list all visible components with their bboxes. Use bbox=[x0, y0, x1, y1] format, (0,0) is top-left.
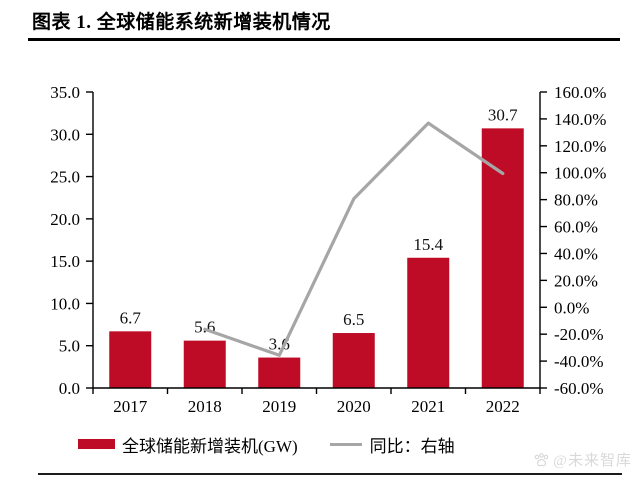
chart-legend: 全球储能新增装机(GW) 同比：右轴 bbox=[78, 432, 455, 457]
x-axis-category-label: 2021 bbox=[411, 397, 445, 416]
bar-2019 bbox=[258, 357, 301, 388]
yoy-line bbox=[203, 121, 505, 357]
bar-2018 bbox=[183, 340, 226, 388]
bar-series-label: 全球储能新增装机(GW) bbox=[122, 436, 298, 456]
right-axis-tick-label: 60.0% bbox=[554, 218, 598, 237]
bar-value-label: 3.6 bbox=[269, 335, 290, 354]
left-axis-tick-label: 25.0 bbox=[50, 168, 80, 187]
bar-2017 bbox=[109, 331, 152, 388]
paw-logo-icon bbox=[533, 452, 550, 468]
right-axis-tick-label: 140.0% bbox=[554, 110, 606, 129]
left-axis-tick-label: 0.0 bbox=[59, 379, 80, 398]
bar-2021 bbox=[407, 257, 450, 388]
right-axis-tick-label: 80.0% bbox=[554, 191, 598, 210]
bar-value-label: 6.7 bbox=[120, 308, 142, 327]
right-axis-tick-label: 40.0% bbox=[554, 244, 598, 263]
right-axis-tick-label: -20.0% bbox=[554, 325, 604, 344]
right-axis-tick-label: -40.0% bbox=[554, 352, 604, 371]
left-axis-tick-label: 30.0 bbox=[50, 125, 80, 144]
x-axis-category-label: 2020 bbox=[337, 397, 371, 416]
right-axis-tick-label: 100.0% bbox=[554, 164, 606, 183]
title-divider-line bbox=[28, 38, 620, 41]
x-axis-category-label: 2022 bbox=[486, 397, 520, 416]
x-axis-category-label: 2018 bbox=[188, 397, 222, 416]
legend-item-line: 同比：右轴 bbox=[329, 432, 455, 457]
right-axis-tick-label: -60.0% bbox=[554, 379, 604, 398]
bar-value-label: 30.7 bbox=[488, 105, 518, 124]
right-axis-tick-label: 120.0% bbox=[554, 137, 606, 156]
bar-value-label: 6.5 bbox=[343, 310, 364, 329]
x-axis-category-label: 2017 bbox=[113, 397, 148, 416]
left-axis-tick-label: 5.0 bbox=[59, 337, 80, 356]
watermark: @未来智库 bbox=[533, 449, 632, 470]
x-axis-category-label: 2019 bbox=[262, 397, 296, 416]
bottom-divider-line bbox=[38, 473, 622, 475]
bar-value-label: 15.4 bbox=[413, 235, 443, 254]
bar-value-label: 5.6 bbox=[194, 318, 215, 337]
left-axis-tick-label: 35.0 bbox=[50, 83, 80, 102]
right-axis-tick-label: 0.0% bbox=[554, 298, 589, 317]
bar-2022 bbox=[481, 128, 524, 388]
legend-item-bars: 全球储能新增装机(GW) bbox=[78, 432, 298, 457]
chart-canvas: 35.0 30.0 25.0 20.0 15.0 10.0 5.0 0.0 160.0% 140.… bbox=[50, 83, 606, 416]
bar-2020 bbox=[332, 333, 375, 388]
right-axis-tick-label: 160.0% bbox=[554, 83, 606, 102]
line-series-swatch bbox=[329, 442, 362, 446]
figure-title: 图表 1. 全球储能系统新增装机情况 bbox=[32, 12, 331, 33]
left-axis-tick-label: 20.0 bbox=[50, 210, 80, 229]
right-axis-tick-label: 20.0% bbox=[554, 271, 598, 290]
left-axis-tick-label: 15.0 bbox=[50, 252, 80, 271]
bar-series-swatch bbox=[78, 439, 115, 449]
left-axis-tick-label: 10.0 bbox=[50, 294, 80, 313]
watermark-text: @未来智库 bbox=[553, 453, 632, 469]
line-series-label: 同比：右轴 bbox=[369, 436, 455, 456]
